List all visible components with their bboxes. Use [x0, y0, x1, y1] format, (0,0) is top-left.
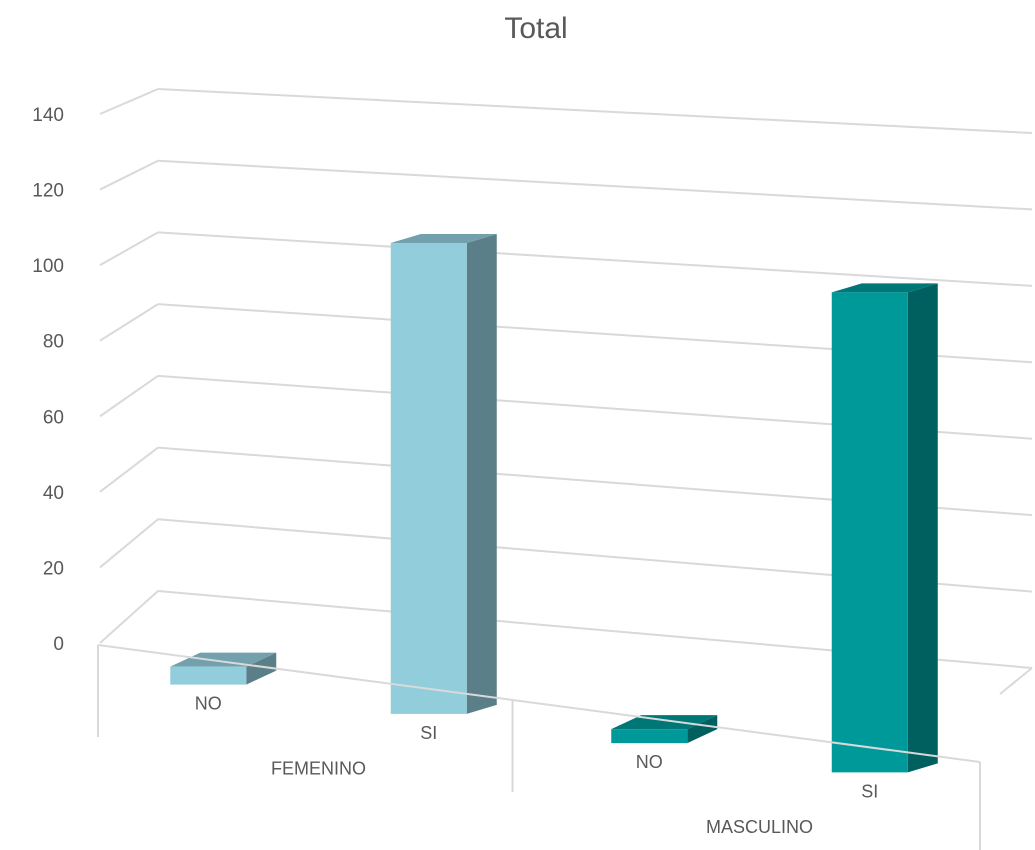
floor-edge	[999, 667, 1033, 695]
gridline-side	[99, 159, 159, 191]
x-group-label: FEMENINO	[271, 758, 366, 778]
bar-masculino-no	[611, 729, 688, 744]
y-tick-label: 60	[43, 407, 64, 428]
bars	[170, 234, 938, 773]
gridline-side	[99, 231, 159, 267]
x-tick-label: NO	[636, 752, 663, 772]
bar-top-masculino-no	[611, 715, 718, 730]
bar-femenino-si	[390, 243, 467, 714]
gridline	[157, 159, 1033, 211]
gridline-side	[99, 88, 159, 115]
y-tick-label: 140	[32, 105, 64, 126]
y-tick-label: 100	[32, 256, 64, 277]
x-tick-label: SI	[861, 781, 878, 801]
x-axis-line	[97, 644, 981, 763]
bar-side-masculino-no	[687, 715, 718, 744]
bar-top-femenino-no	[170, 652, 277, 667]
y-tick-label: 120	[32, 181, 64, 202]
bar-side-femenino-si	[466, 234, 497, 714]
gridline	[157, 88, 1033, 134]
gridline	[157, 231, 1033, 287]
gridline-side	[99, 518, 159, 569]
x-tick-label: NO	[195, 694, 222, 714]
x-group-label: MASCULINO	[706, 817, 813, 837]
gridline-side	[99, 590, 159, 644]
x-axis: NO SI NO SI FEMENINO MASCULINO	[97, 644, 1033, 850]
bar-femenino-no	[170, 666, 247, 685]
y-tick-label: 20	[43, 558, 64, 579]
y-axis-tick-labels: 0 20 40 60 80 100 120 140	[32, 105, 64, 655]
chart-title: Total	[504, 12, 567, 45]
gridline-side	[99, 375, 159, 418]
x-tick-label: SI	[420, 723, 437, 743]
y-tick-label: 80	[43, 332, 64, 353]
y-tick-label: 0	[53, 634, 64, 655]
gridline-side	[99, 446, 159, 493]
bar-side-masculino-si	[907, 283, 938, 773]
bar-top-masculino-si	[831, 283, 938, 293]
bar-masculino-si	[831, 292, 908, 773]
y-tick-label: 40	[43, 483, 64, 504]
bar-side-femenino-no	[246, 652, 277, 685]
gridline-side	[99, 303, 159, 342]
bar-top-femenino-si	[390, 234, 497, 244]
